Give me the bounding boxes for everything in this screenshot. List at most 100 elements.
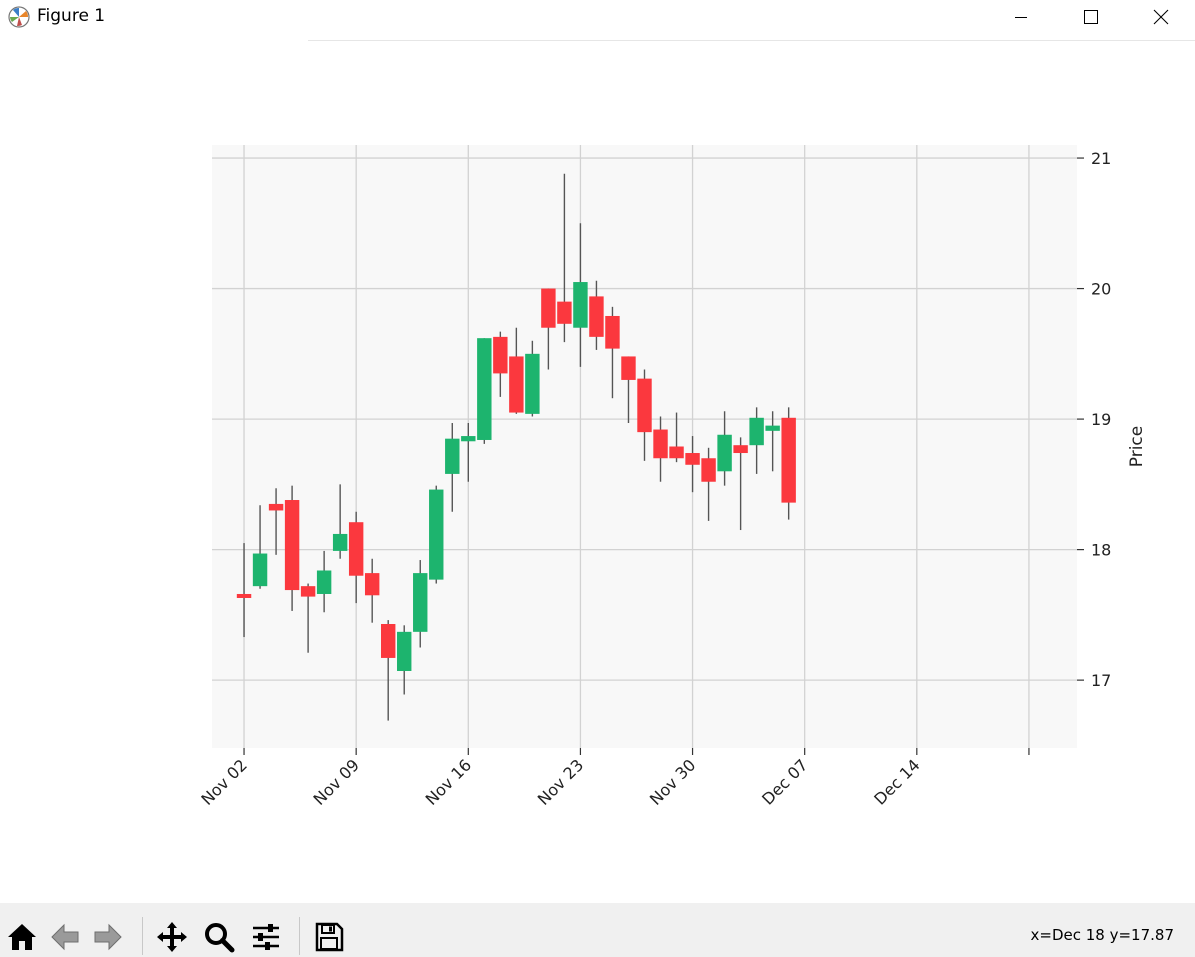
forward-button[interactable] (89, 917, 127, 957)
candle-body-down (493, 336, 508, 374)
candle-body-down (589, 296, 604, 337)
candle-body-down (348, 522, 364, 576)
candlestick-chart[interactable]: 17 18 19 20 21 Nov 02 Nov 09 Nov 16 Nov 23 Nov 30… (0, 41, 1195, 903)
configure-subplots-button[interactable] (247, 917, 285, 957)
candle (541, 288, 556, 370)
toolbar-separator (142, 917, 143, 955)
candle-body-up (397, 631, 412, 671)
candle-body-down (605, 315, 620, 349)
home-button[interactable] (3, 917, 41, 957)
candle (300, 583, 316, 653)
x-tick-label: Nov 16 (422, 755, 476, 809)
candle-body-down (236, 593, 252, 598)
candle (557, 173, 572, 343)
x-tick-label: Dec 07 (758, 755, 811, 808)
close-button[interactable] (1138, 0, 1184, 34)
x-tick-label: Nov 09 (309, 755, 363, 809)
close-icon (1153, 9, 1169, 25)
x-tick-label: Nov 02 (197, 755, 251, 809)
candle (733, 437, 748, 531)
candle-body-up (525, 353, 540, 414)
candle-body-up (461, 436, 476, 442)
candle (781, 407, 796, 520)
candle-body-up (316, 570, 332, 594)
candle (525, 340, 540, 417)
candle (236, 543, 252, 638)
zoom-button[interactable] (200, 917, 238, 957)
toolbar-separator (299, 917, 300, 955)
candle (589, 280, 604, 350)
maximize-icon (1084, 10, 1098, 24)
candle (637, 369, 652, 461)
candle (429, 485, 444, 584)
minimize-button[interactable] (998, 0, 1044, 34)
candle-body-down (268, 503, 284, 511)
window-title: Figure 1 (37, 6, 106, 26)
maximize-button[interactable] (1068, 0, 1114, 34)
candle-body-down (380, 624, 396, 658)
navigation-toolbar: x=Dec 18 y=17.87 (0, 903, 1195, 957)
candle (332, 484, 348, 559)
y-tick-label: 20 (1091, 280, 1111, 299)
back-button[interactable] (46, 917, 84, 957)
candle (252, 505, 268, 589)
save-button[interactable] (310, 917, 348, 957)
home-icon (8, 924, 36, 950)
candle (413, 560, 428, 648)
candle (477, 338, 492, 444)
candle (348, 511, 364, 604)
forward-icon (94, 923, 122, 951)
candle-body-up (445, 438, 460, 474)
candle-body-down (557, 301, 572, 324)
y-tick-label: 19 (1091, 410, 1111, 429)
candle-body-down (509, 356, 524, 413)
pan-button[interactable] (153, 917, 191, 957)
candle-body-up (332, 533, 348, 551)
candle (717, 411, 732, 486)
candle (509, 327, 524, 414)
candle-body-down (621, 356, 636, 380)
candle (461, 423, 476, 482)
candle-body-down (364, 573, 380, 596)
candle (397, 625, 412, 695)
matplotlib-logo-icon (8, 6, 30, 28)
candle-body-up (477, 338, 492, 440)
x-tick-label: Dec 14 (870, 755, 923, 808)
candle (621, 356, 636, 424)
back-icon (51, 923, 79, 951)
minimize-icon (1015, 17, 1027, 18)
y-tick-label: 17 (1091, 671, 1111, 690)
x-tick-label: Nov 30 (646, 755, 700, 809)
candle-body-down (284, 500, 300, 591)
title-bar: Figure 1 (0, 0, 1195, 38)
cursor-coordinates: x=Dec 18 y=17.87 (1030, 926, 1174, 944)
candle-body-down (685, 453, 700, 465)
candle (765, 411, 780, 472)
candle (445, 423, 460, 512)
candle-body-down (669, 446, 684, 459)
candle (685, 436, 700, 493)
candle (284, 485, 300, 611)
y-tick-label: 18 (1091, 541, 1111, 560)
candle-body-up (413, 573, 428, 632)
y-axis-label: Price (1127, 426, 1147, 467)
candle-body-up (765, 425, 780, 431)
candle (268, 488, 284, 555)
candle (493, 331, 508, 397)
candle-body-down (653, 429, 668, 459)
pan-icon (157, 922, 187, 952)
candle (669, 412, 684, 463)
candle-body-up (717, 434, 732, 472)
save-icon (315, 922, 344, 952)
candle-body-up (573, 282, 588, 328)
candle (605, 306, 620, 399)
candle (380, 620, 396, 721)
candle (316, 550, 332, 613)
candle-body-up (429, 489, 444, 580)
candle (573, 223, 588, 367)
candle (701, 447, 716, 521)
configure-subplots-icon (253, 924, 279, 950)
candle-body-down (733, 445, 748, 454)
candle (653, 416, 668, 482)
candle (364, 558, 380, 623)
